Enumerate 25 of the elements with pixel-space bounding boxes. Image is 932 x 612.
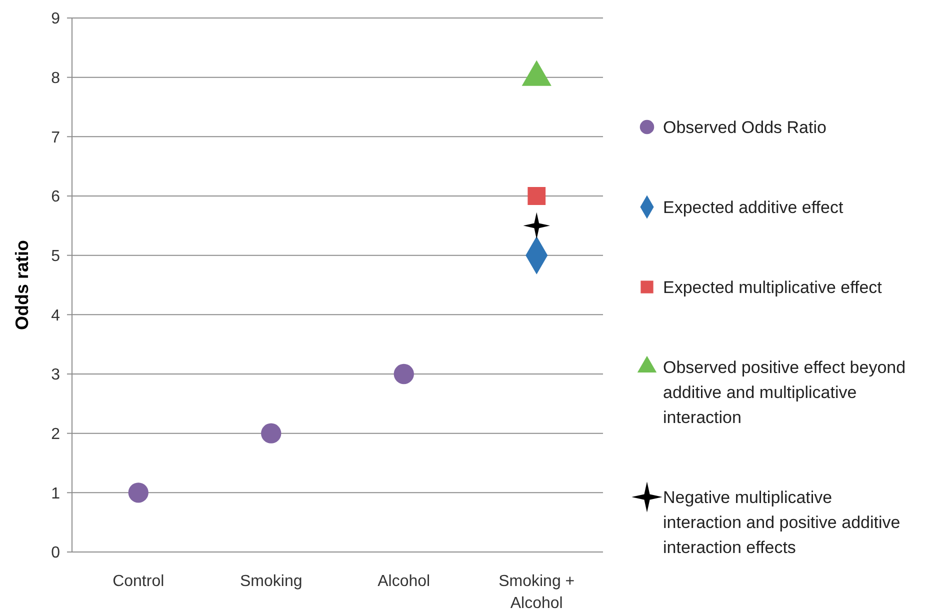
y-tick-label: 3 — [51, 366, 60, 384]
legend-label: Negative multiplicative interaction and positive additive interaction effects — [663, 488, 900, 557]
y-tick-label: 1 — [51, 485, 60, 502]
point — [528, 187, 546, 205]
x-tick-label: Alcohol — [378, 573, 430, 590]
y-tick-label: 0 — [51, 544, 60, 562]
legend-label: Expected multiplicative effect — [663, 278, 882, 297]
point — [128, 482, 148, 503]
x-tick-label: Control — [112, 573, 164, 590]
x-tick-label: Smoking + Alcohol — [498, 573, 575, 612]
point — [523, 212, 550, 240]
point — [394, 364, 414, 384]
y-tick-label: 2 — [51, 426, 60, 443]
y-tick-label: 7 — [51, 129, 60, 146]
y-tick-label: 8 — [51, 70, 60, 87]
y-tick-label: 4 — [51, 307, 60, 324]
legend-label: Observed positive effect beyond additive and multiplicative interaction — [663, 358, 906, 427]
legend-label: Expected additive effect — [663, 198, 844, 217]
y-tick-label: 6 — [51, 188, 60, 206]
x-tick-label: Smoking — [240, 573, 302, 590]
y-tick-label: 5 — [51, 248, 60, 265]
point — [261, 423, 282, 444]
legend-label: Observed Odds Ratio — [663, 118, 826, 137]
y-tick-label: 9 — [51, 10, 60, 28]
y-axis-title: Odds ratio — [12, 240, 32, 330]
